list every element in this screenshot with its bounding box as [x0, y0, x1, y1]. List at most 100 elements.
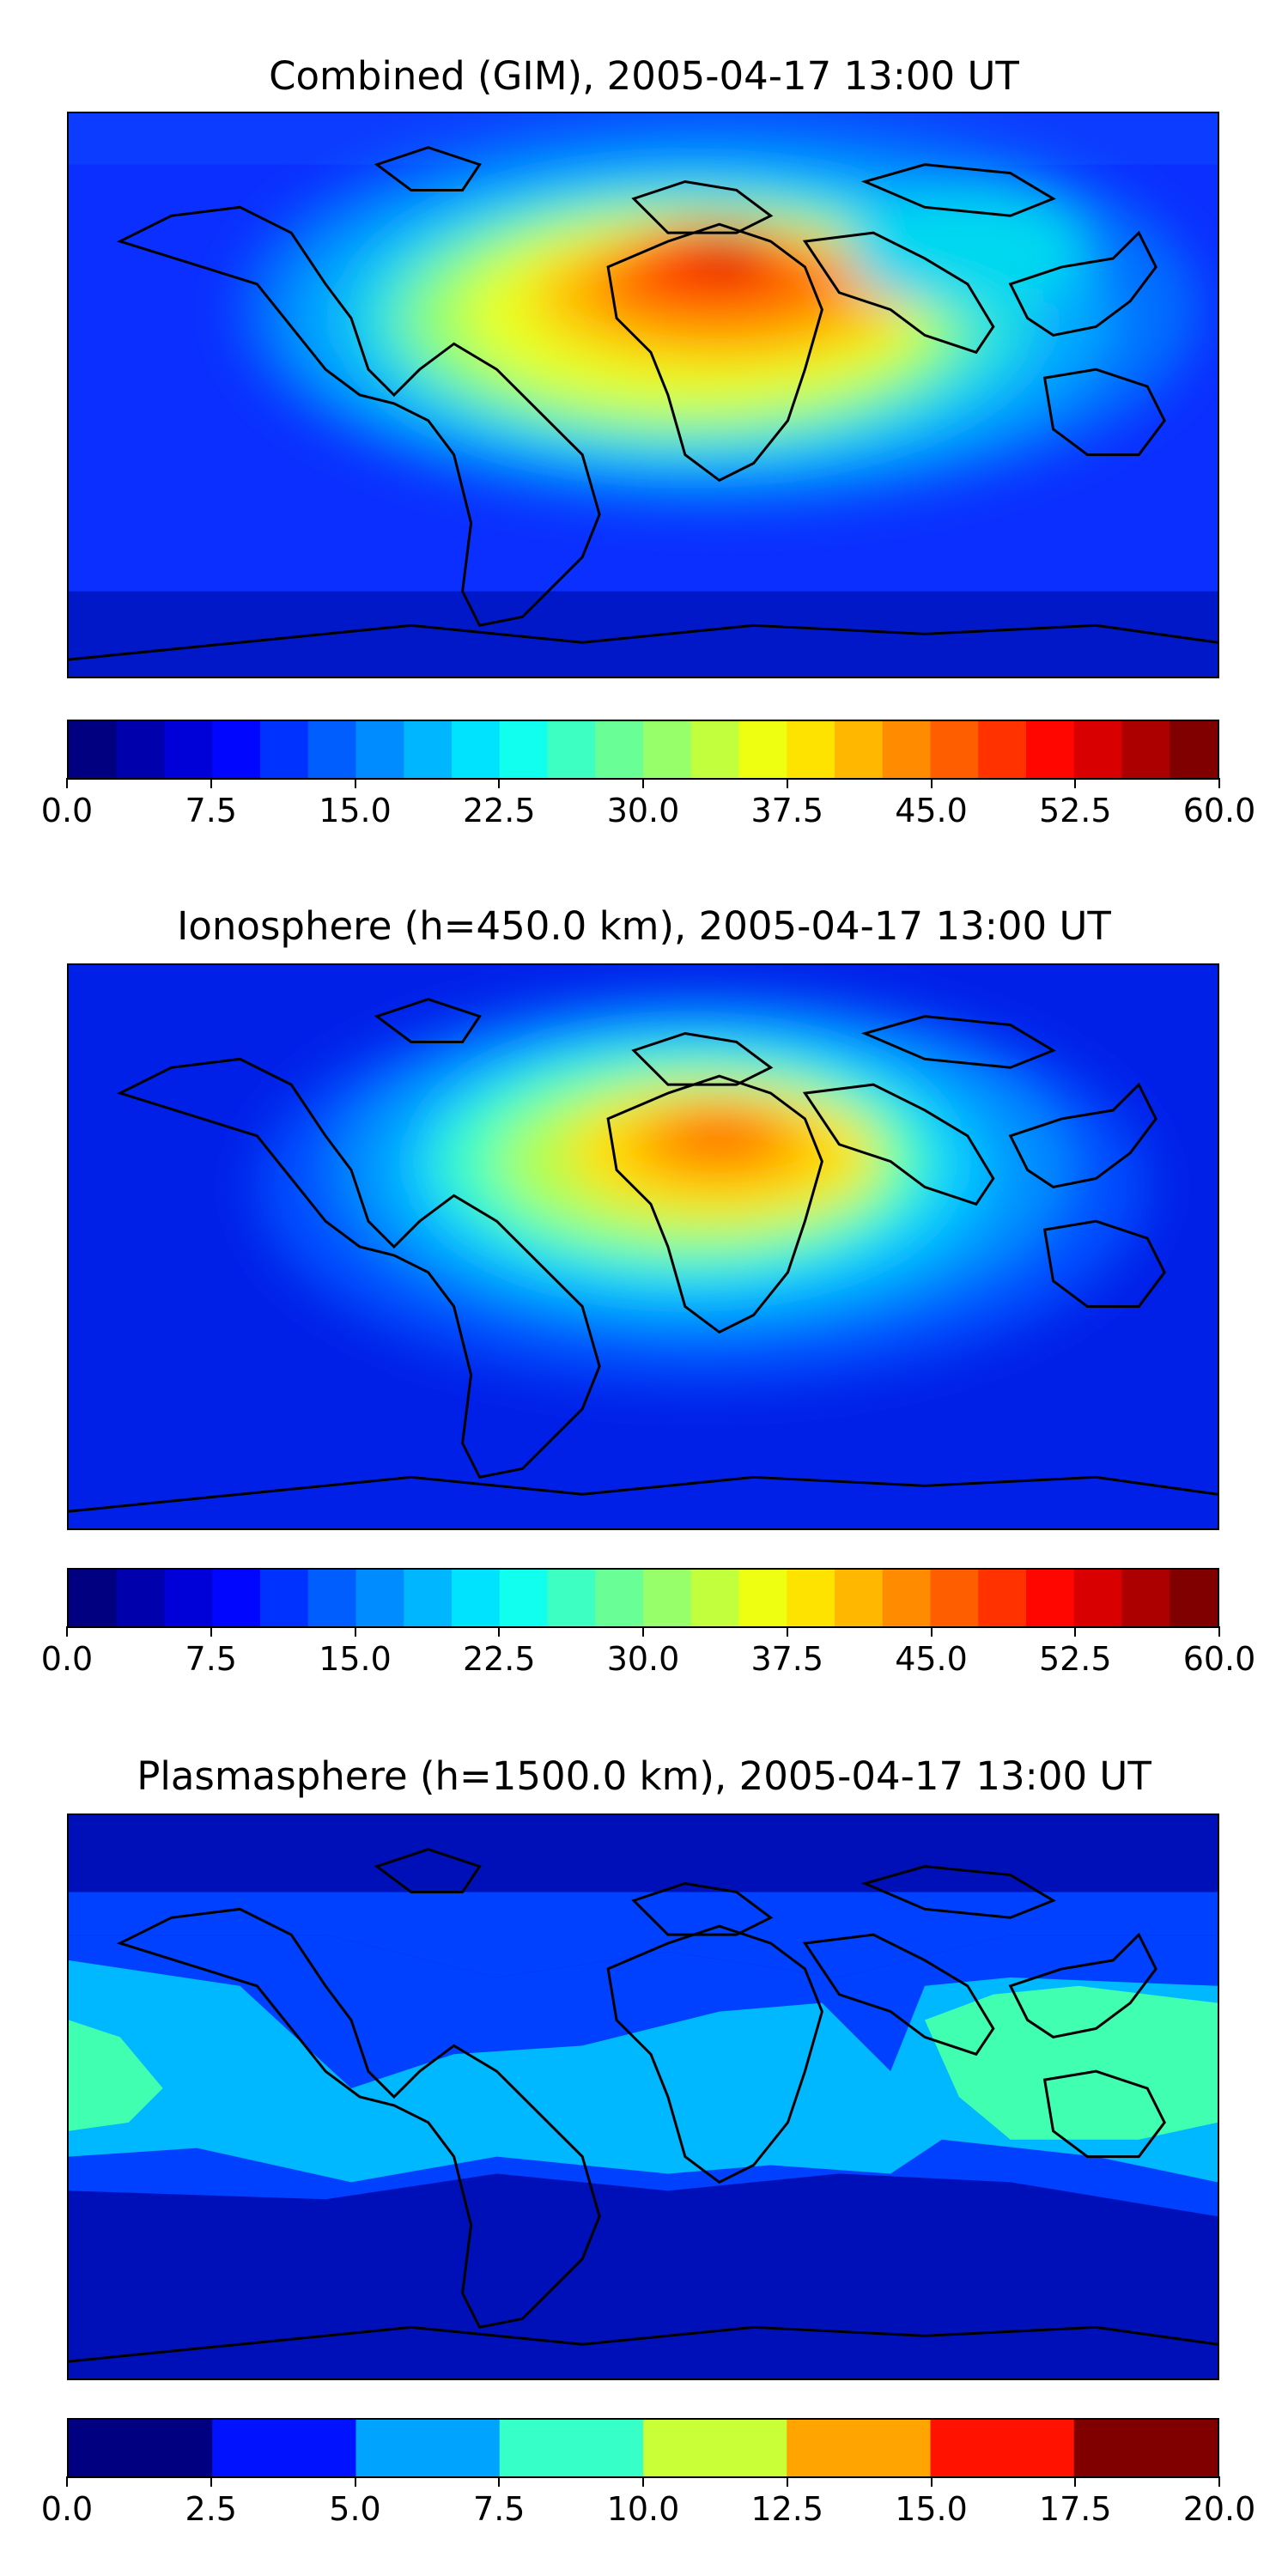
panel-1-colorbar	[67, 720, 1219, 780]
panel-3-map-svg	[69, 1815, 1218, 2379]
colorbar-tick-label: 7.5	[473, 2490, 526, 2528]
colorbar-tick	[354, 778, 356, 788]
colorbar-swatch	[882, 721, 932, 778]
colorbar-swatch	[1025, 1570, 1075, 1626]
colorbar-tick-label: 15.0	[895, 2490, 968, 2528]
colorbar-tick-label: 7.5	[185, 792, 237, 829]
colorbar-swatch	[738, 1570, 787, 1626]
colorbar-swatch	[1121, 721, 1170, 778]
colorbar-swatch	[978, 721, 1027, 778]
plasma-band-north	[69, 1892, 1218, 1978]
panel-2-map	[67, 963, 1219, 1530]
colorbar-swatch	[595, 721, 644, 778]
colorbar-tick-label: 60.0	[1182, 792, 1256, 829]
colorbar-tick	[354, 1626, 356, 1637]
colorbar-tick-label: 52.5	[1038, 792, 1112, 829]
panel-2-colorbar-ticks: 0.0 7.5 15.0 22.5 30.0 37.5 45.0 52.5 60.0	[41, 1626, 1255, 1678]
colorbar-tick	[210, 2476, 212, 2487]
colorbar-swatch	[882, 1570, 932, 1626]
colorbar-tick-label: 15.0	[319, 1640, 392, 1678]
colorbar-tick	[930, 778, 933, 788]
colorbar-swatch	[835, 1570, 884, 1626]
colorbar-swatch	[116, 721, 166, 778]
panel-3-colorbar-svg	[69, 2420, 1218, 2476]
colorbar-swatch	[547, 721, 596, 778]
panel-1-map	[67, 112, 1219, 678]
colorbar-swatch	[212, 2420, 357, 2476]
colorbar-tick	[930, 2476, 933, 2487]
colorbar-swatch	[404, 1570, 453, 1626]
colorbar-tick	[1218, 778, 1220, 788]
colorbar-swatch	[212, 1570, 261, 1626]
colorbar-tick	[930, 1626, 933, 1637]
colorbar-swatch	[930, 1570, 979, 1626]
colorbar-swatch	[1170, 721, 1218, 778]
colorbar-swatch	[69, 1570, 118, 1626]
colorbar-tick	[498, 2476, 501, 2487]
colorbar-tick-label: 37.5	[750, 1640, 824, 1678]
colorbar-tick-label: 30.0	[606, 792, 680, 829]
panel-3-title: Plasmasphere (h=1500.0 km), 2005-04-17 1…	[137, 1753, 1151, 1799]
colorbar-swatch	[1121, 1570, 1170, 1626]
colorbar-tick	[498, 1626, 501, 1637]
colorbar-swatch	[787, 1570, 835, 1626]
panel-2-map-svg	[69, 965, 1218, 1528]
colorbar-swatch	[355, 2420, 501, 2476]
colorbar-swatch	[787, 721, 835, 778]
colorbar-tick-label: 2.5	[185, 2490, 237, 2528]
colorbar-swatch	[1073, 1570, 1123, 1626]
colorbar-swatch	[643, 1570, 692, 1626]
colorbar-tick-label: 52.5	[1038, 1640, 1112, 1678]
colorbar-swatch	[69, 2420, 213, 2476]
colorbar-tick	[1218, 1626, 1220, 1637]
colorbar-tick-label: 15.0	[319, 792, 392, 829]
colorbar-tick	[1218, 2476, 1220, 2487]
colorbar-tick	[498, 778, 501, 788]
colorbar-swatch	[260, 1570, 309, 1626]
colorbar-swatch	[930, 721, 979, 778]
colorbar-tick	[66, 2476, 68, 2487]
colorbar-swatch	[307, 1570, 357, 1626]
colorbar-swatch	[1170, 1570, 1218, 1626]
panel-3-colorbar	[67, 2418, 1219, 2478]
plasma-peak-east	[925, 1985, 1218, 2140]
colorbar-tick	[66, 778, 68, 788]
colorbar-swatch	[307, 721, 357, 778]
colorbar-swatch	[404, 721, 453, 778]
colorbar-swatch	[1073, 721, 1123, 778]
colorbar-tick	[642, 2476, 644, 2487]
coastlines	[69, 1848, 1218, 2363]
colorbar-swatch	[451, 721, 501, 778]
colorbar-tick	[786, 778, 788, 788]
colorbar-swatch	[260, 721, 309, 778]
colorbar-tick-label: 10.0	[606, 2490, 680, 2528]
colorbar-swatch	[1073, 2420, 1218, 2476]
colorbar-swatch	[595, 1570, 644, 1626]
colorbar-tick-label: 0.0	[40, 2490, 94, 2528]
colorbar-tick-label: 22.5	[462, 1640, 536, 1678]
colorbar-tick-label: 7.5	[185, 1640, 237, 1678]
colorbar-tick-label: 17.5	[1038, 2490, 1112, 2528]
colorbar-swatch	[1025, 721, 1075, 778]
colorbar-swatch	[499, 1570, 549, 1626]
colorbar-swatch	[355, 1570, 404, 1626]
tec-field	[240, 113, 1200, 507]
colorbar-tick	[66, 1626, 68, 1637]
colorbar-swatch	[547, 1570, 596, 1626]
colorbar-tick	[786, 2476, 788, 2487]
map-south-band	[69, 591, 1218, 677]
panel-1-colorbar-ticks: 0.0 7.5 15.0 22.5 30.0 37.5 45.0 52.5 60.0	[41, 778, 1255, 829]
colorbar-tick	[1074, 778, 1077, 788]
coastlines	[69, 998, 1218, 1513]
colorbar-tick-label: 0.0	[40, 792, 94, 829]
panel-2-title: Ionosphere (h=450.0 km), 2005-04-17 13:0…	[177, 903, 1111, 949]
panel-2-colorbar	[67, 1568, 1219, 1628]
colorbar-swatch	[930, 2420, 1075, 2476]
colorbar-tick-label: 5.0	[329, 2490, 381, 2528]
colorbar-swatch	[164, 721, 213, 778]
colorbar-tick	[786, 1626, 788, 1637]
colorbar-tick	[642, 1626, 644, 1637]
colorbar-tick-label: 22.5	[462, 792, 536, 829]
colorbar-swatch	[690, 721, 740, 778]
colorbar-tick	[354, 2476, 356, 2487]
